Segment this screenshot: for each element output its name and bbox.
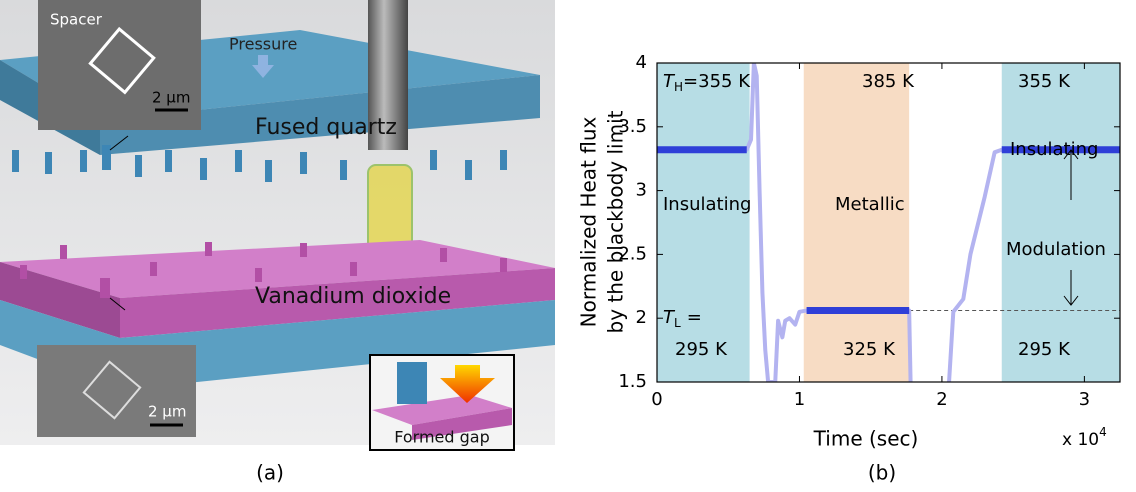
x-multiplier: x 104 <box>1062 425 1107 451</box>
x-tick-label: 3 <box>1079 389 1090 410</box>
annotation: Modulation <box>1006 239 1106 260</box>
annotation: Insulating <box>663 194 751 215</box>
annotation: Insulating <box>1010 139 1098 160</box>
y-axis-label: Normalized Heat flux <box>577 116 601 327</box>
page: {"illustration": {"spacer": "Spacer", "s… <box>0 0 1136 492</box>
inset-pillar <box>397 362 427 404</box>
label: Spacer <box>50 11 103 29</box>
x-axis-label: Time (sec) <box>813 427 919 451</box>
annotation: 295 K <box>1018 339 1071 360</box>
annotation: 325 K <box>843 339 896 360</box>
y-tick-label: 2 <box>636 307 647 328</box>
scale-label: 2 μm <box>148 403 186 421</box>
x-tick-label: 2 <box>936 389 947 410</box>
shaded-region <box>1002 63 1120 382</box>
annotation: Metallic <box>835 194 905 215</box>
shaded-region <box>804 63 909 382</box>
annotation: 295 K <box>675 339 728 360</box>
annotation: 385 K <box>862 71 915 92</box>
regions <box>657 63 1120 382</box>
y-axis-label: by the blackbody limit <box>604 110 628 333</box>
y-tick-label: 1.5 <box>618 371 647 392</box>
label: Formed gap <box>394 428 490 447</box>
shaded-region <box>657 63 750 382</box>
annotation: 355 K <box>1018 71 1071 92</box>
figure: Spacer 2 μm Pressure Fused quartz Vanadi… <box>0 0 1136 492</box>
x-tick-label: 1 <box>794 389 805 410</box>
scale-label: 2 μm <box>152 89 190 107</box>
panel-label: (a) <box>256 461 284 485</box>
label: Vanadium dioxide <box>255 284 451 309</box>
y-tick-label: 4 <box>636 52 647 73</box>
panel-label: (b) <box>868 461 896 485</box>
sem-bottom <box>37 345 196 437</box>
illustration: Spacer 2 μm Pressure Fused quartz Vanadi… <box>0 0 555 485</box>
y-tick-label: 3 <box>636 180 647 201</box>
label: Pressure <box>229 35 297 54</box>
x-tick-label: 0 <box>651 389 662 410</box>
label: Fused quartz <box>255 115 397 140</box>
